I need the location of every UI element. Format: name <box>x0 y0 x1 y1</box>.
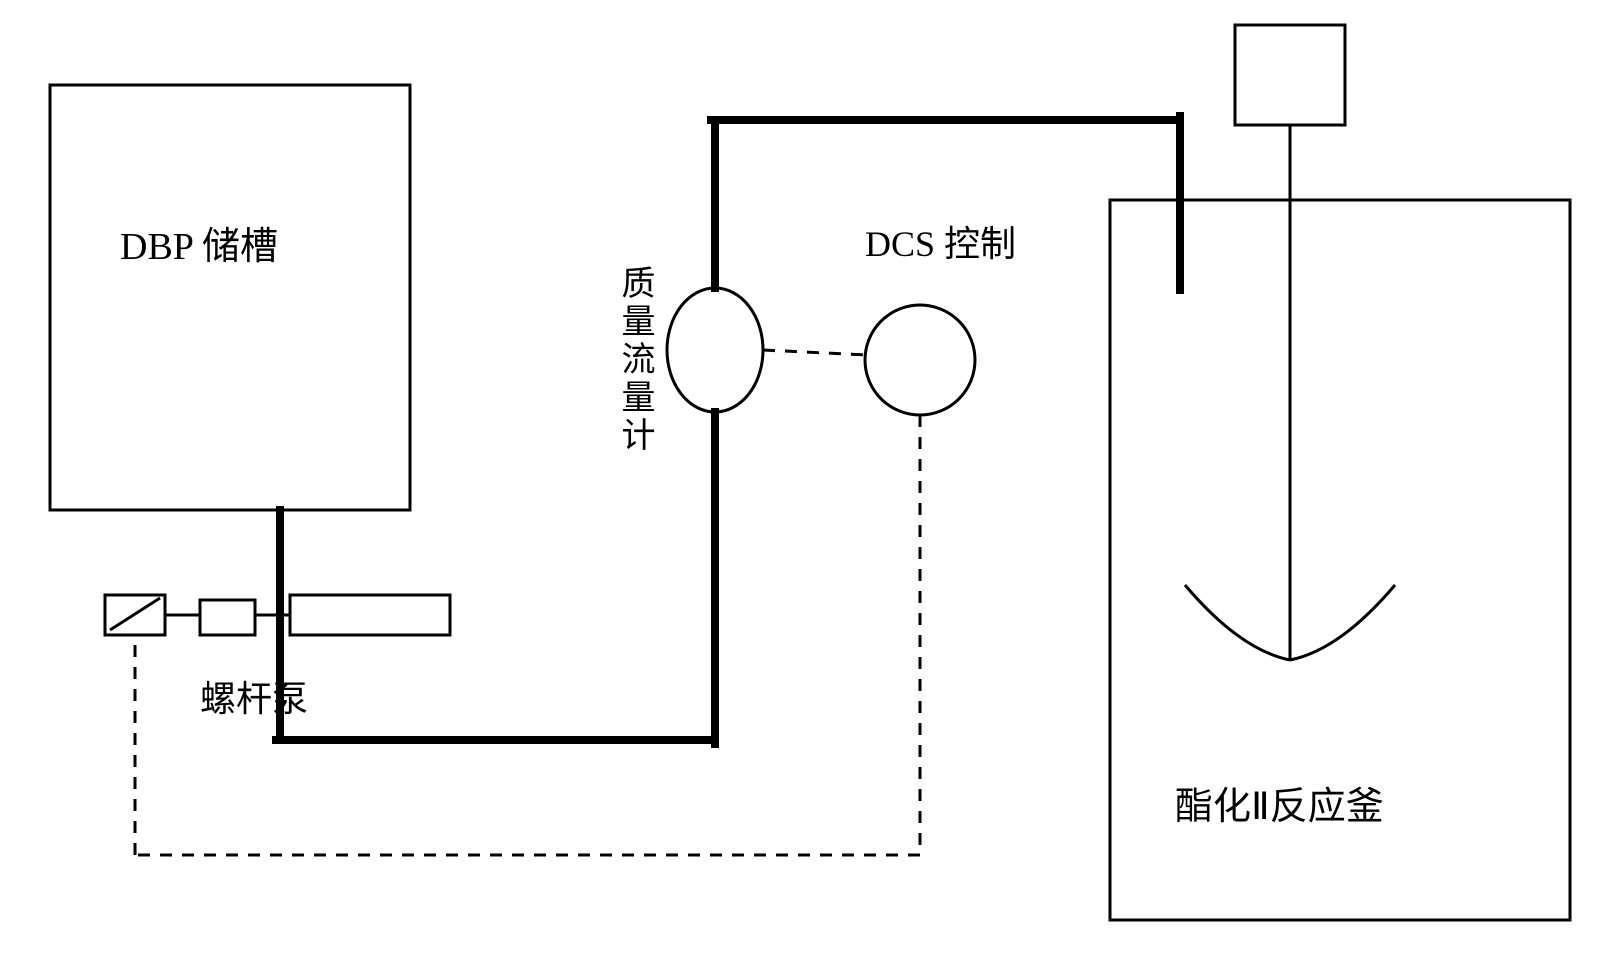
flow-meter-label: 质量流量计 <box>610 265 659 455</box>
dashed-fm-dcs <box>763 350 867 355</box>
storage-tank-box <box>50 85 410 510</box>
process-diagram: DBP 储槽 质量流量计 DCS 控制 螺杆泵 酯化Ⅱ反应釜 <box>0 0 1600 960</box>
pump-box-3 <box>290 595 450 635</box>
agitator-left <box>1185 585 1290 660</box>
agitator-right <box>1290 585 1395 660</box>
dcs-control-label: DCS 控制 <box>865 215 1016 267</box>
storage-tank-label: DBP 储槽 <box>120 215 278 270</box>
pump-box-2 <box>200 600 255 635</box>
screw-pump-label: 螺杆泵 <box>200 670 308 722</box>
motor-box <box>1235 25 1345 125</box>
dcs-ellipse <box>865 305 975 415</box>
pump-slash <box>110 598 160 630</box>
reactor-label: 酯化Ⅱ反应釜 <box>1175 775 1384 830</box>
flow-meter-ellipse <box>667 288 763 412</box>
